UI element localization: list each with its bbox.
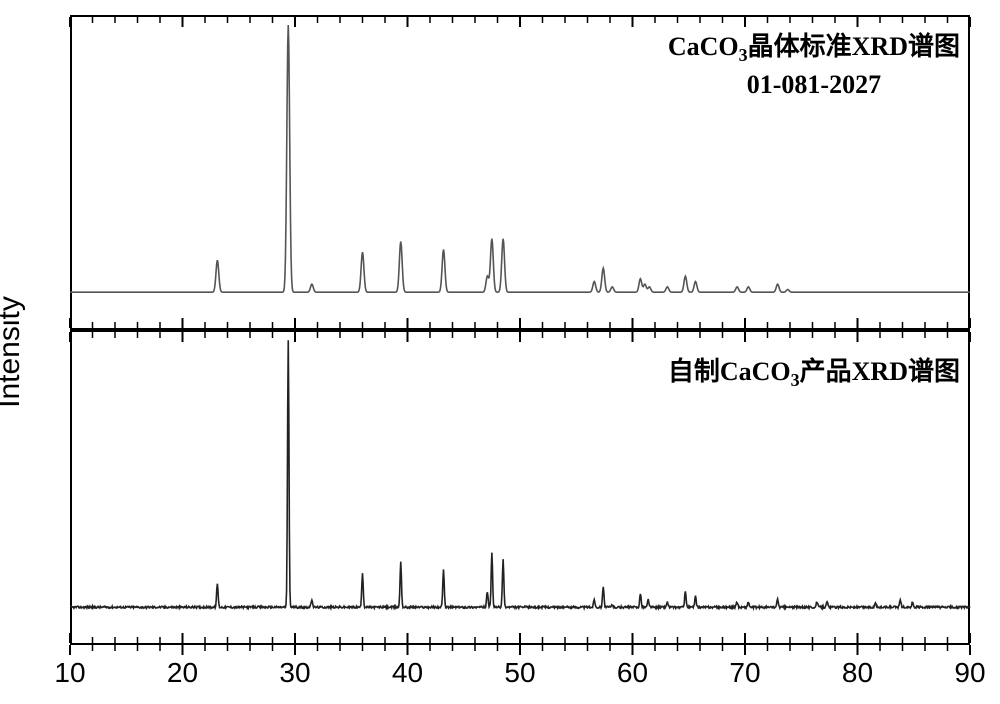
x-tick-label: 30 [279,657,310,689]
x-tick-label: 40 [392,657,423,689]
x-tick-label: 10 [54,657,85,689]
annotation-top: CaCO3晶体标准XRD谱图01-081-2027 [668,30,960,101]
annotation-bottom: 自制CaCO3产品XRD谱图 [668,355,960,393]
x-tick-label: 60 [617,657,648,689]
chart-svg [0,0,1000,704]
x-tick-label: 80 [842,657,873,689]
x-tick-label: 50 [504,657,535,689]
x-tick-label: 70 [729,657,760,689]
chart-container: Intensity CaCO3晶体标准XRD谱图01-081-2027 自制Ca… [0,0,1000,704]
x-tick-label: 90 [954,657,985,689]
x-tick-label: 20 [167,657,198,689]
